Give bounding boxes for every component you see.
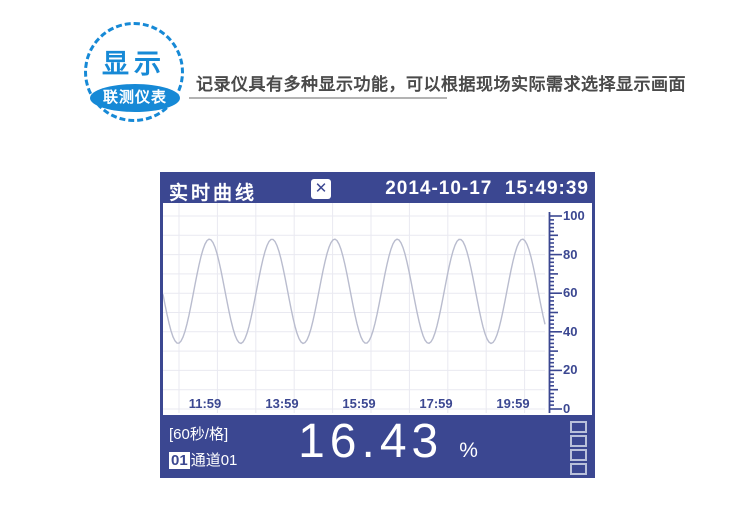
time-tick-label: 17:59: [419, 396, 453, 411]
screen-title: 实时曲线: [169, 183, 258, 204]
indicator-square: [570, 449, 587, 461]
y-tick-label: 60: [563, 285, 578, 300]
datetime-label: 2014-10-17 15:49:39: [385, 178, 589, 199]
interval-label: [60秒/格]: [169, 426, 229, 443]
close-icon[interactable]: ✕: [311, 179, 331, 199]
status-indicators: [570, 421, 587, 477]
time-tick-label: 15:59: [342, 396, 376, 411]
time-tick-label: 13:59: [265, 396, 299, 411]
device-screen: 实时曲线 ✕ 2014-10-17 15:49:39 11:59 13:59 15:…: [160, 172, 595, 478]
description-underline: [189, 97, 447, 99]
indicator-square: [570, 435, 587, 447]
indicator-square: [570, 463, 587, 475]
chart-area: 11:59 13:59 15:59 17:59 19:59 0 20 40 60 80 100: [163, 203, 592, 416]
badge-title: 显示: [102, 49, 166, 79]
y-axis-ruler: 0 20 40 60 80 100: [548, 203, 592, 416]
time-tick-label: 19:59: [496, 396, 530, 411]
indicator-square: [570, 421, 587, 433]
time-tick-label: 11:59: [188, 396, 222, 411]
current-value: 16.43%: [238, 409, 538, 475]
ruler-ticks: [548, 212, 562, 413]
value-number: 16.43: [298, 415, 444, 468]
description-text: 记录仪具有多种显示功能，可以根据现场实际需求选择显示画面: [196, 75, 686, 94]
y-tick-label: 80: [563, 247, 578, 262]
y-tick-label: 0: [563, 401, 571, 416]
value-unit: %: [459, 439, 478, 462]
channel-label: 通道01: [190, 452, 238, 469]
screen-header: 实时曲线 ✕ 2014-10-17 15:49:39: [163, 175, 592, 204]
y-tick-label: 40: [563, 324, 578, 339]
trend-chart: [163, 203, 546, 413]
channel-row: 01 通道01: [169, 449, 237, 470]
y-tick-label: 20: [563, 362, 578, 377]
y-tick-label: 100: [563, 208, 585, 223]
screen-footer: [60秒/格] 01 通道01 16.43%: [163, 415, 592, 476]
brand-pill: 联测仪表: [90, 84, 180, 112]
channel-number-badge: 01: [169, 452, 190, 469]
